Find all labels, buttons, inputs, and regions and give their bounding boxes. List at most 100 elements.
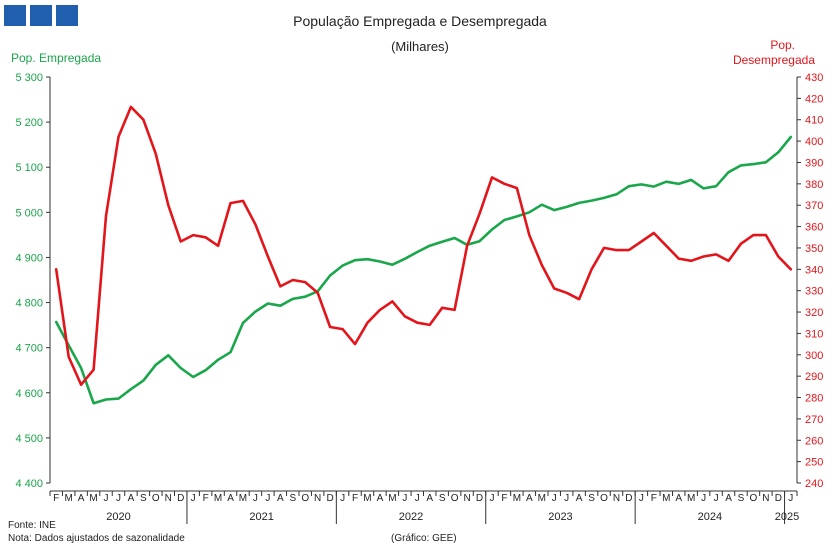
x-month-label: O — [301, 493, 309, 504]
x-month-label: A — [277, 493, 284, 504]
x-month-label: N — [314, 493, 321, 504]
x-month-label: S — [140, 493, 147, 504]
x-month-label: M — [687, 493, 695, 504]
left-tick-label: 5 100 — [15, 162, 43, 174]
left-tick-label: 4 600 — [15, 388, 43, 400]
right-tick-label: 360 — [805, 222, 823, 234]
x-month-label: O — [152, 493, 160, 504]
logo-block-1 — [4, 5, 26, 26]
logo-block-2 — [30, 5, 52, 26]
logo-block-3 — [56, 5, 78, 26]
x-month-label: O — [451, 493, 459, 504]
x-month-label: N — [762, 493, 769, 504]
right-axis-label-line1: Pop. — [770, 38, 795, 52]
x-month-label: M — [214, 493, 222, 504]
x-month-label: M — [662, 493, 670, 504]
x-month-label: A — [576, 493, 583, 504]
left-tick-label: 4 500 — [15, 433, 43, 445]
x-month-label: M — [239, 493, 247, 504]
x-month-label: J — [564, 493, 569, 504]
right-tick-label: 240 — [805, 478, 823, 490]
chart-subtitle: (Milhares) — [391, 39, 449, 54]
right-tick-label: 380 — [805, 179, 823, 191]
x-month-label: A — [377, 493, 384, 504]
left-tick-label: 5 300 — [15, 72, 43, 84]
x-month-label: N — [613, 493, 620, 504]
x-month-label: A — [128, 493, 135, 504]
series-line-unemployed — [54, 105, 793, 387]
x-month-label: J — [489, 493, 494, 504]
left-tick-label: 4 400 — [15, 478, 43, 490]
logo — [4, 5, 78, 26]
x-month-label: O — [600, 493, 608, 504]
right-tick-label: 390 — [805, 157, 823, 169]
chart-title: População Empregada e Desempregada — [293, 13, 547, 29]
right-tick-label: 340 — [805, 264, 823, 276]
left-tick-label: 4 700 — [15, 343, 43, 355]
right-tick-label: 280 — [805, 393, 823, 405]
right-tick-label: 300 — [805, 350, 823, 362]
x-month-label: S — [738, 493, 745, 504]
x-month-label: A — [227, 493, 234, 504]
x-month-label: M — [388, 493, 396, 504]
x-month-label: D — [177, 493, 184, 504]
x-year-label: 2020 — [106, 511, 130, 523]
x-month-label: J — [104, 493, 109, 504]
x-month-label: M — [513, 493, 521, 504]
x-month-label: A — [725, 493, 732, 504]
right-tick-label: 290 — [805, 371, 823, 383]
right-tick-label: 260 — [805, 435, 823, 447]
right-tick-label: 400 — [805, 136, 823, 148]
x-month-label: J — [116, 493, 121, 504]
x-month-label: N — [165, 493, 172, 504]
right-tick-label: 310 — [805, 328, 823, 340]
right-tick-label: 320 — [805, 307, 823, 319]
x-year-label: 2025 — [775, 511, 799, 523]
x-month-label: J — [415, 493, 420, 504]
x-month-label: J — [552, 493, 557, 504]
x-month-label: F — [53, 493, 59, 504]
x-month-label: D — [327, 493, 334, 504]
x-month-label: A — [675, 493, 682, 504]
x-month-label: M — [538, 493, 546, 504]
left-axis-label: Pop. Empregada — [11, 51, 101, 65]
x-month-label: M — [65, 493, 73, 504]
right-tick-label: 250 — [805, 457, 823, 469]
x-month-label: J — [639, 493, 644, 504]
x-month-label: J — [714, 493, 719, 504]
x-month-label: F — [651, 493, 657, 504]
x-month-label: S — [289, 493, 296, 504]
right-tick-label: 420 — [805, 93, 823, 105]
x-month-label: J — [265, 493, 270, 504]
left-tick-label: 5 200 — [15, 117, 43, 129]
x-month-label: F — [501, 493, 507, 504]
x-month-label: S — [588, 493, 595, 504]
series-line-employed — [54, 135, 793, 405]
x-month-label: J — [402, 493, 407, 504]
x-month-label: A — [78, 493, 85, 504]
left-tick-label: 4 900 — [15, 252, 43, 264]
x-month-label: J — [701, 493, 706, 504]
x-year-label: 2021 — [249, 511, 273, 523]
x-year-label: 2022 — [399, 511, 423, 523]
source-note: Fonte: INE — [8, 520, 56, 531]
x-year-label: 2023 — [548, 511, 572, 523]
x-month-label: F — [352, 493, 358, 504]
x-month-label: D — [625, 493, 632, 504]
right-tick-label: 270 — [805, 414, 823, 426]
right-axis-label-line2: Desempregada — [733, 53, 815, 67]
right-tick-label: 330 — [805, 286, 823, 298]
x-month-label: A — [526, 493, 533, 504]
x-month-label: J — [253, 493, 258, 504]
left-tick-label: 5 000 — [15, 207, 43, 219]
x-year-label: 2024 — [698, 511, 722, 523]
x-month-label: J — [191, 493, 196, 504]
x-month-label: D — [775, 493, 782, 504]
x-month-label: O — [750, 493, 758, 504]
adjustment-note: Nota: Dados ajustados de sazonalidade — [8, 533, 185, 544]
right-tick-label: 350 — [805, 243, 823, 255]
credit-note: (Gráfico: GEE) — [391, 533, 457, 544]
right-tick-label: 430 — [805, 72, 823, 84]
x-month-label: J — [340, 493, 345, 504]
